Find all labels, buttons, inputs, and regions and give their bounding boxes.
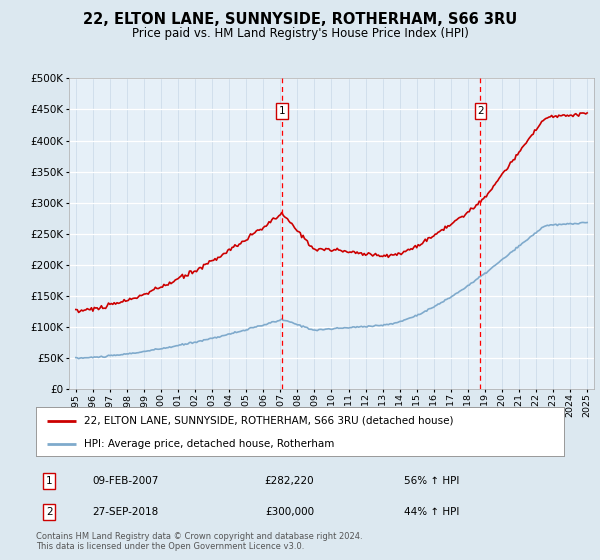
Text: 44% ↑ HPI: 44% ↑ HPI bbox=[404, 507, 460, 517]
Text: 2: 2 bbox=[477, 106, 484, 116]
Text: £300,000: £300,000 bbox=[265, 507, 314, 517]
Text: 27-SEP-2018: 27-SEP-2018 bbox=[92, 507, 159, 517]
Text: 22, ELTON LANE, SUNNYSIDE, ROTHERHAM, S66 3RU (detached house): 22, ELTON LANE, SUNNYSIDE, ROTHERHAM, S6… bbox=[83, 416, 453, 426]
Text: 2: 2 bbox=[46, 507, 53, 517]
Text: HPI: Average price, detached house, Rotherham: HPI: Average price, detached house, Roth… bbox=[83, 439, 334, 449]
Text: 09-FEB-2007: 09-FEB-2007 bbox=[92, 476, 159, 486]
Text: 1: 1 bbox=[46, 476, 53, 486]
Text: £282,220: £282,220 bbox=[265, 476, 314, 486]
Text: 22, ELTON LANE, SUNNYSIDE, ROTHERHAM, S66 3RU: 22, ELTON LANE, SUNNYSIDE, ROTHERHAM, S6… bbox=[83, 12, 517, 27]
Text: Price paid vs. HM Land Registry's House Price Index (HPI): Price paid vs. HM Land Registry's House … bbox=[131, 27, 469, 40]
Text: 56% ↑ HPI: 56% ↑ HPI bbox=[404, 476, 460, 486]
Text: Contains HM Land Registry data © Crown copyright and database right 2024.
This d: Contains HM Land Registry data © Crown c… bbox=[36, 532, 362, 552]
Text: 1: 1 bbox=[279, 106, 286, 116]
